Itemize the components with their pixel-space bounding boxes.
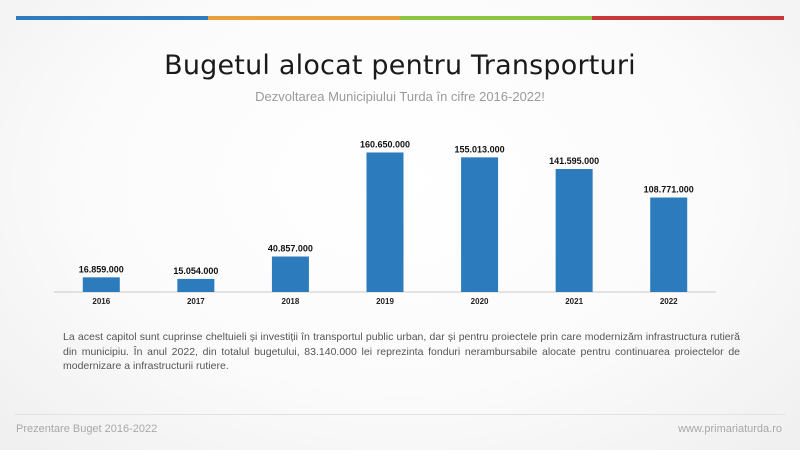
data-label-2016: 16.859.000 — [79, 264, 124, 274]
stripe-green — [400, 16, 592, 20]
bar-2018 — [271, 256, 309, 292]
top-color-stripe — [16, 16, 784, 20]
data-label-2020: 155.013.000 — [455, 144, 505, 154]
data-label-2017: 15.054.000 — [173, 266, 218, 276]
bar-2019 — [366, 152, 404, 292]
data-label-2021: 141.595.000 — [549, 156, 599, 166]
stripe-red — [592, 16, 784, 20]
data-label-2018: 40.857.000 — [268, 244, 313, 254]
bar-2021 — [555, 169, 593, 292]
tick-label-2022: 2022 — [660, 297, 678, 306]
footer-website: www.primariaturda.ro — [678, 423, 782, 435]
bar-2022 — [650, 197, 688, 292]
tick-label-2018: 2018 — [282, 297, 300, 306]
footer-divider — [14, 414, 786, 415]
data-label-2019: 160.650.000 — [360, 139, 410, 149]
page-subtitle: Dezvoltarea Municipiului Turda în cifre … — [255, 89, 545, 104]
stripe-blue — [16, 16, 208, 20]
description-paragraph: La acest capitol sunt cuprinse cheltuiel… — [63, 331, 740, 372]
stripe-orange — [208, 16, 400, 20]
bar-2016 — [82, 277, 120, 292]
bar-2017 — [177, 278, 215, 292]
page-title: Bugetul alocat pentru Transporturi — [164, 50, 636, 81]
bar-chart: 16.859.000 2016 15.054.000 2017 40.857.000 20… — [54, 139, 716, 306]
data-label-2022: 108.771.000 — [644, 185, 694, 195]
tick-label-2016: 2016 — [92, 297, 110, 306]
tick-label-2021: 2021 — [565, 297, 583, 306]
tick-label-2017: 2017 — [187, 297, 205, 306]
footer-presentation-title: Prezentare Buget 2016-2022 — [16, 423, 158, 435]
tick-label-2019: 2019 — [376, 297, 394, 306]
tick-label-2020: 2020 — [471, 297, 489, 306]
bar-2020 — [461, 157, 499, 292]
